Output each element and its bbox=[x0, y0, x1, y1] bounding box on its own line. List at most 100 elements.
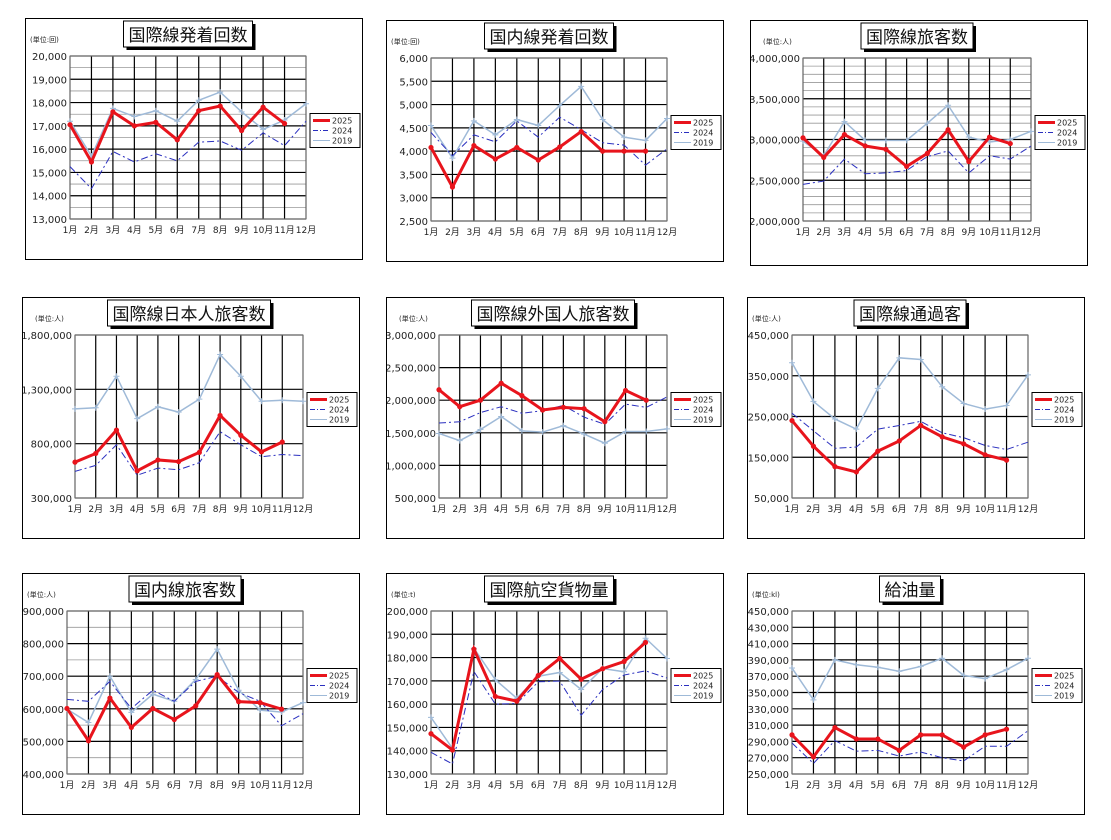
x-tick-label: 12月 bbox=[293, 780, 313, 791]
y-tick-label: 160,000 bbox=[387, 700, 428, 711]
y-tick-label: 150,000 bbox=[387, 723, 428, 734]
legend-label: 2024 bbox=[332, 127, 352, 136]
data-point-2019 bbox=[513, 116, 520, 123]
x-tick-label: 3月 bbox=[837, 227, 852, 238]
data-point-2019 bbox=[853, 661, 860, 668]
chart-title: 国際線日本人旅客数 bbox=[113, 305, 266, 325]
data-point-2019 bbox=[85, 719, 92, 726]
chart-panel-intl-foreign-passengers: 500,000 1,000,000 1,500,000 2,000,000 2,500,… bbox=[386, 297, 724, 539]
data-point-2019 bbox=[945, 102, 952, 109]
x-tick-label: 4月 bbox=[127, 225, 142, 236]
unit-label: (単位:t) bbox=[391, 590, 416, 599]
x-tick-label: 3月 bbox=[103, 780, 118, 791]
legend-label: 2025 bbox=[693, 119, 713, 128]
data-point-2025 bbox=[428, 144, 434, 151]
y-tick-label: 3,500,000 bbox=[751, 95, 800, 106]
x-tick-label: 9月 bbox=[595, 780, 610, 791]
legend-label: 2019 bbox=[693, 139, 713, 148]
x-tick-label: 8月 bbox=[213, 504, 228, 515]
x-tick-label: 2月 bbox=[84, 225, 99, 236]
x-tick-label: 11月 bbox=[635, 780, 655, 791]
x-tick-label: 4月 bbox=[124, 780, 139, 791]
x-tick-label: 7月 bbox=[552, 780, 567, 791]
series-line-2024 bbox=[74, 431, 304, 476]
x-tick-label: 12月 bbox=[293, 504, 313, 515]
y-tick-label: 800,000 bbox=[23, 640, 64, 651]
chart-panel-intl-passengers: 2,000,000 2,500,000 3,000,000 3,500,000 4,00… bbox=[750, 20, 1088, 266]
unit-label: (単位:回) bbox=[30, 35, 59, 44]
data-point-2019 bbox=[106, 673, 113, 680]
x-tick-label: 1月 bbox=[785, 504, 800, 515]
data-point-2025 bbox=[1007, 140, 1013, 147]
data-point-2025 bbox=[643, 397, 649, 403]
data-point-2025 bbox=[622, 387, 629, 394]
data-point-2019 bbox=[477, 426, 484, 433]
y-tick-label: 4,000 bbox=[399, 147, 428, 158]
data-point-2025 bbox=[904, 163, 910, 169]
data-point-2025 bbox=[131, 123, 137, 129]
line-chart: 130,000 140,000 150,000 160,000 170,000 180,0… bbox=[387, 575, 722, 791]
data-point-2025 bbox=[88, 159, 95, 165]
data-point-2025 bbox=[642, 639, 649, 646]
data-point-2019 bbox=[643, 428, 650, 435]
data-point-2019 bbox=[152, 107, 159, 114]
data-point-2025 bbox=[883, 146, 889, 152]
data-point-2025 bbox=[498, 380, 504, 386]
data-point-2019 bbox=[862, 137, 869, 144]
y-tick-label: 250,000 bbox=[748, 770, 789, 781]
series-line-2019 bbox=[791, 657, 1029, 702]
x-tick-label: 7月 bbox=[913, 504, 928, 515]
data-point-2019 bbox=[456, 437, 463, 444]
unit-label: (単位:回) bbox=[391, 37, 420, 46]
data-point-2019 bbox=[498, 413, 505, 420]
data-point-2025 bbox=[602, 419, 608, 425]
x-tick-label: 9月 bbox=[231, 780, 246, 791]
data-point-2025 bbox=[600, 148, 606, 154]
data-point-2025 bbox=[986, 134, 993, 140]
y-tick-label: 450,000 bbox=[748, 331, 789, 342]
line-chart: 300,000 800,000 1,300,000 1,800,000 1月 2月 3月 4月… bbox=[23, 299, 358, 515]
series-line-2024 bbox=[791, 412, 1029, 451]
legend-label: 2025 bbox=[329, 396, 349, 405]
unit-label: (単位:人) bbox=[763, 37, 792, 46]
data-point-2019 bbox=[982, 675, 989, 682]
line-chart: 2,500 3,000 3,500 4,000 4,500 5,000 5,500 6,000… bbox=[391, 22, 722, 238]
title-box bbox=[123, 20, 253, 48]
y-tick-label: 400,000 bbox=[23, 770, 64, 781]
data-point-2019 bbox=[831, 415, 838, 422]
plot-area bbox=[430, 610, 668, 775]
data-point-2025 bbox=[832, 724, 838, 731]
chart-panel-fuel: 250,000 270,000 290,000 310,000 330,000 350,0… bbox=[747, 573, 1085, 815]
data-point-2025 bbox=[535, 157, 541, 163]
data-point-2025 bbox=[982, 452, 988, 458]
data-point-2019 bbox=[257, 707, 264, 714]
x-tick-label: 4月 bbox=[494, 504, 509, 515]
y-tick-label: 390,000 bbox=[748, 656, 789, 667]
plot-area bbox=[791, 610, 1029, 775]
data-point-2025 bbox=[862, 143, 868, 149]
y-tick-label: 130,000 bbox=[387, 770, 428, 781]
y-tick-label: 1,300,000 bbox=[23, 385, 72, 396]
legend-label: 2025 bbox=[1054, 396, 1074, 405]
x-tick-label: 7月 bbox=[556, 504, 571, 515]
x-tick-label: 4月 bbox=[849, 780, 864, 791]
y-tick-label: 410,000 bbox=[748, 640, 789, 651]
data-point-2025 bbox=[1003, 726, 1010, 732]
x-tick-label: 8月 bbox=[941, 227, 956, 238]
x-tick-label: 10月 bbox=[615, 504, 635, 515]
data-point-2019 bbox=[1028, 128, 1034, 135]
data-point-2019 bbox=[960, 400, 967, 407]
data-point-2025 bbox=[578, 128, 584, 135]
series-line-2019 bbox=[438, 415, 668, 445]
data-point-2019 bbox=[174, 118, 181, 125]
data-point-2025 bbox=[918, 732, 924, 738]
x-tick-label: 1月 bbox=[63, 225, 78, 236]
x-tick-label: 3月 bbox=[828, 504, 843, 515]
y-tick-label: 4,000,000 bbox=[751, 54, 800, 65]
x-tick-label: 12月 bbox=[657, 780, 677, 791]
x-tick-label: 8月 bbox=[210, 780, 225, 791]
data-point-2019 bbox=[621, 134, 628, 141]
y-tick-label: 200,000 bbox=[387, 607, 428, 618]
x-tick-label: 12月 bbox=[1021, 227, 1041, 238]
x-tick-label: 5月 bbox=[145, 780, 160, 791]
